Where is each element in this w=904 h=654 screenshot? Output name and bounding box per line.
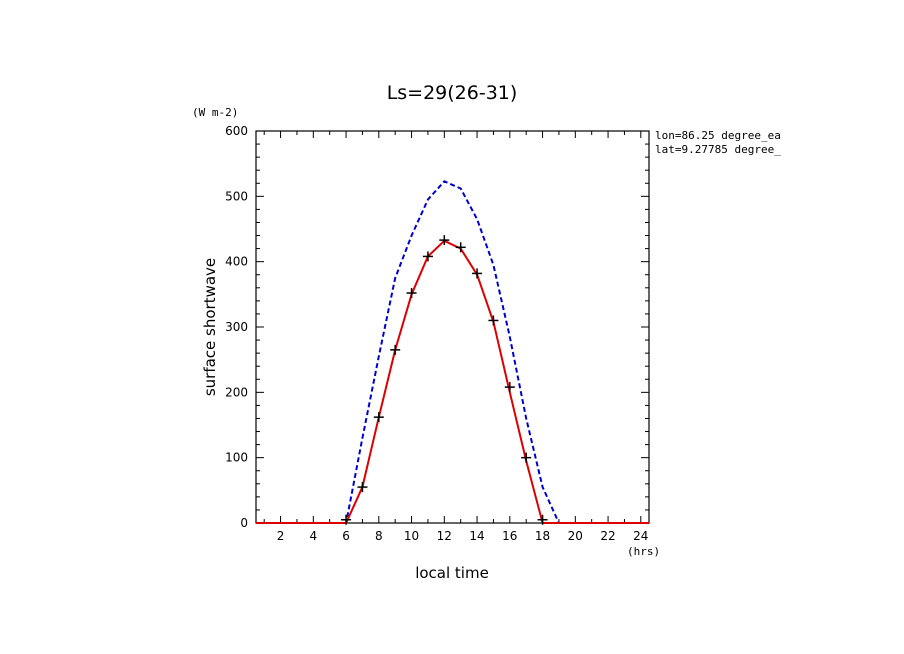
data-point [406, 288, 417, 299]
data-point [390, 344, 401, 355]
data-point [422, 251, 433, 262]
series-line-solid [256, 239, 649, 524]
series-line-dashed [256, 180, 649, 524]
x-tick-label: 24 [633, 529, 648, 543]
plot-frame [255, 130, 650, 524]
data-point [373, 412, 384, 423]
annotation-lat: lat=9.27785 degree_ [655, 143, 781, 156]
data-point [537, 514, 548, 525]
x-tick-label: 18 [535, 529, 550, 543]
x-tick-label: 10 [404, 529, 419, 543]
data-point [488, 315, 499, 326]
y-tick-label: 400 [225, 255, 248, 269]
x-tick-label: 4 [309, 529, 317, 543]
y-tick-label: 600 [225, 124, 248, 138]
annotation-lon: lon=86.25 degree_ea [655, 129, 781, 142]
x-tick-label: 8 [375, 529, 383, 543]
data-point [521, 452, 532, 463]
chart-title: Ls=29(26-31) [387, 82, 518, 104]
y-unit-label: (W m-2) [192, 106, 238, 119]
y-tick-label: 500 [225, 189, 248, 203]
x-tick-label: 2 [277, 529, 285, 543]
y-tick-label: 300 [225, 320, 248, 334]
data-point [472, 268, 483, 279]
data-point [439, 235, 450, 246]
x-tick-label: 20 [568, 529, 583, 543]
y-tick-label: 200 [225, 385, 248, 399]
x-tick-label: 12 [437, 529, 452, 543]
data-point [504, 382, 515, 393]
data-point [357, 482, 368, 493]
data-point [455, 242, 466, 253]
x-tick-label: 16 [502, 529, 517, 543]
x-axis-label: local time [415, 564, 489, 582]
x-tick-label: 14 [469, 529, 484, 543]
series-group [256, 180, 649, 525]
y-tick-label: 0 [240, 516, 248, 530]
y-tick-label: 100 [225, 451, 248, 465]
y-axis-label: surface shortwave [201, 258, 219, 396]
x-unit-label: (hrs) [627, 545, 660, 558]
x-tick-label: 6 [342, 529, 350, 543]
data-point [341, 514, 352, 525]
x-tick-label: 22 [600, 529, 615, 543]
